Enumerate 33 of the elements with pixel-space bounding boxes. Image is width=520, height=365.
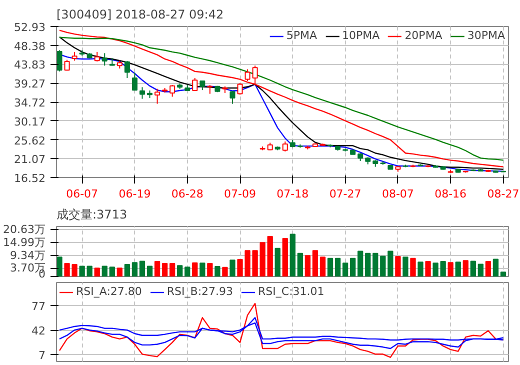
x-tick-label: 07-09 — [224, 188, 256, 200]
y-tick-label: 14.99万 — [3, 236, 46, 249]
legend-label: 20PMA — [404, 29, 442, 42]
chart-title: 成交量:3713 — [56, 208, 128, 222]
legend-label: RSI_A:27.80 — [76, 285, 142, 298]
y-tick-label: 21.07 — [14, 153, 46, 166]
y-tick-label: 42 — [32, 324, 46, 338]
x-tick-label: 06-07 — [66, 188, 98, 200]
x-tick-label: 07-27 — [329, 188, 362, 200]
chart-title: [300409] 2018-08-27 09:42 — [56, 8, 224, 22]
x-tick-label: 08-16 — [434, 188, 467, 200]
y-tick-label: 7 — [38, 349, 46, 362]
legend-label: 5PMA — [286, 29, 318, 42]
y-tick-label: 43.83 — [14, 58, 46, 72]
x-tick-label: 08-07 — [382, 188, 414, 200]
x-tick-label: 06-28 — [171, 188, 204, 200]
legend-label: 10PMA — [342, 29, 380, 42]
y-tick-label: 20.63万 — [3, 223, 46, 236]
y-tick-label: 30.17 — [14, 115, 46, 128]
y-tick-label: 34.72 — [14, 96, 46, 110]
y-tick-label: 39.27 — [14, 78, 46, 91]
legend-label: RSI_B:27.93 — [166, 285, 234, 298]
y-tick-label: 48.38 — [14, 40, 46, 53]
legend-label: RSI_C:31.01 — [258, 285, 324, 298]
y-tick-label: 52.93 — [14, 21, 46, 34]
y-tick-label: 25.62 — [14, 134, 46, 148]
legend-label: 30PMA — [467, 29, 505, 42]
x-tick-label: 07-18 — [276, 188, 309, 200]
y-tick-label: 77 — [32, 300, 46, 314]
x-tick-label: 08-27 — [487, 188, 520, 200]
y-tick-label: 9.34万 — [10, 248, 46, 262]
x-tick-label: 06-19 — [118, 188, 151, 200]
y-tick-label: 16.52 — [14, 172, 46, 185]
